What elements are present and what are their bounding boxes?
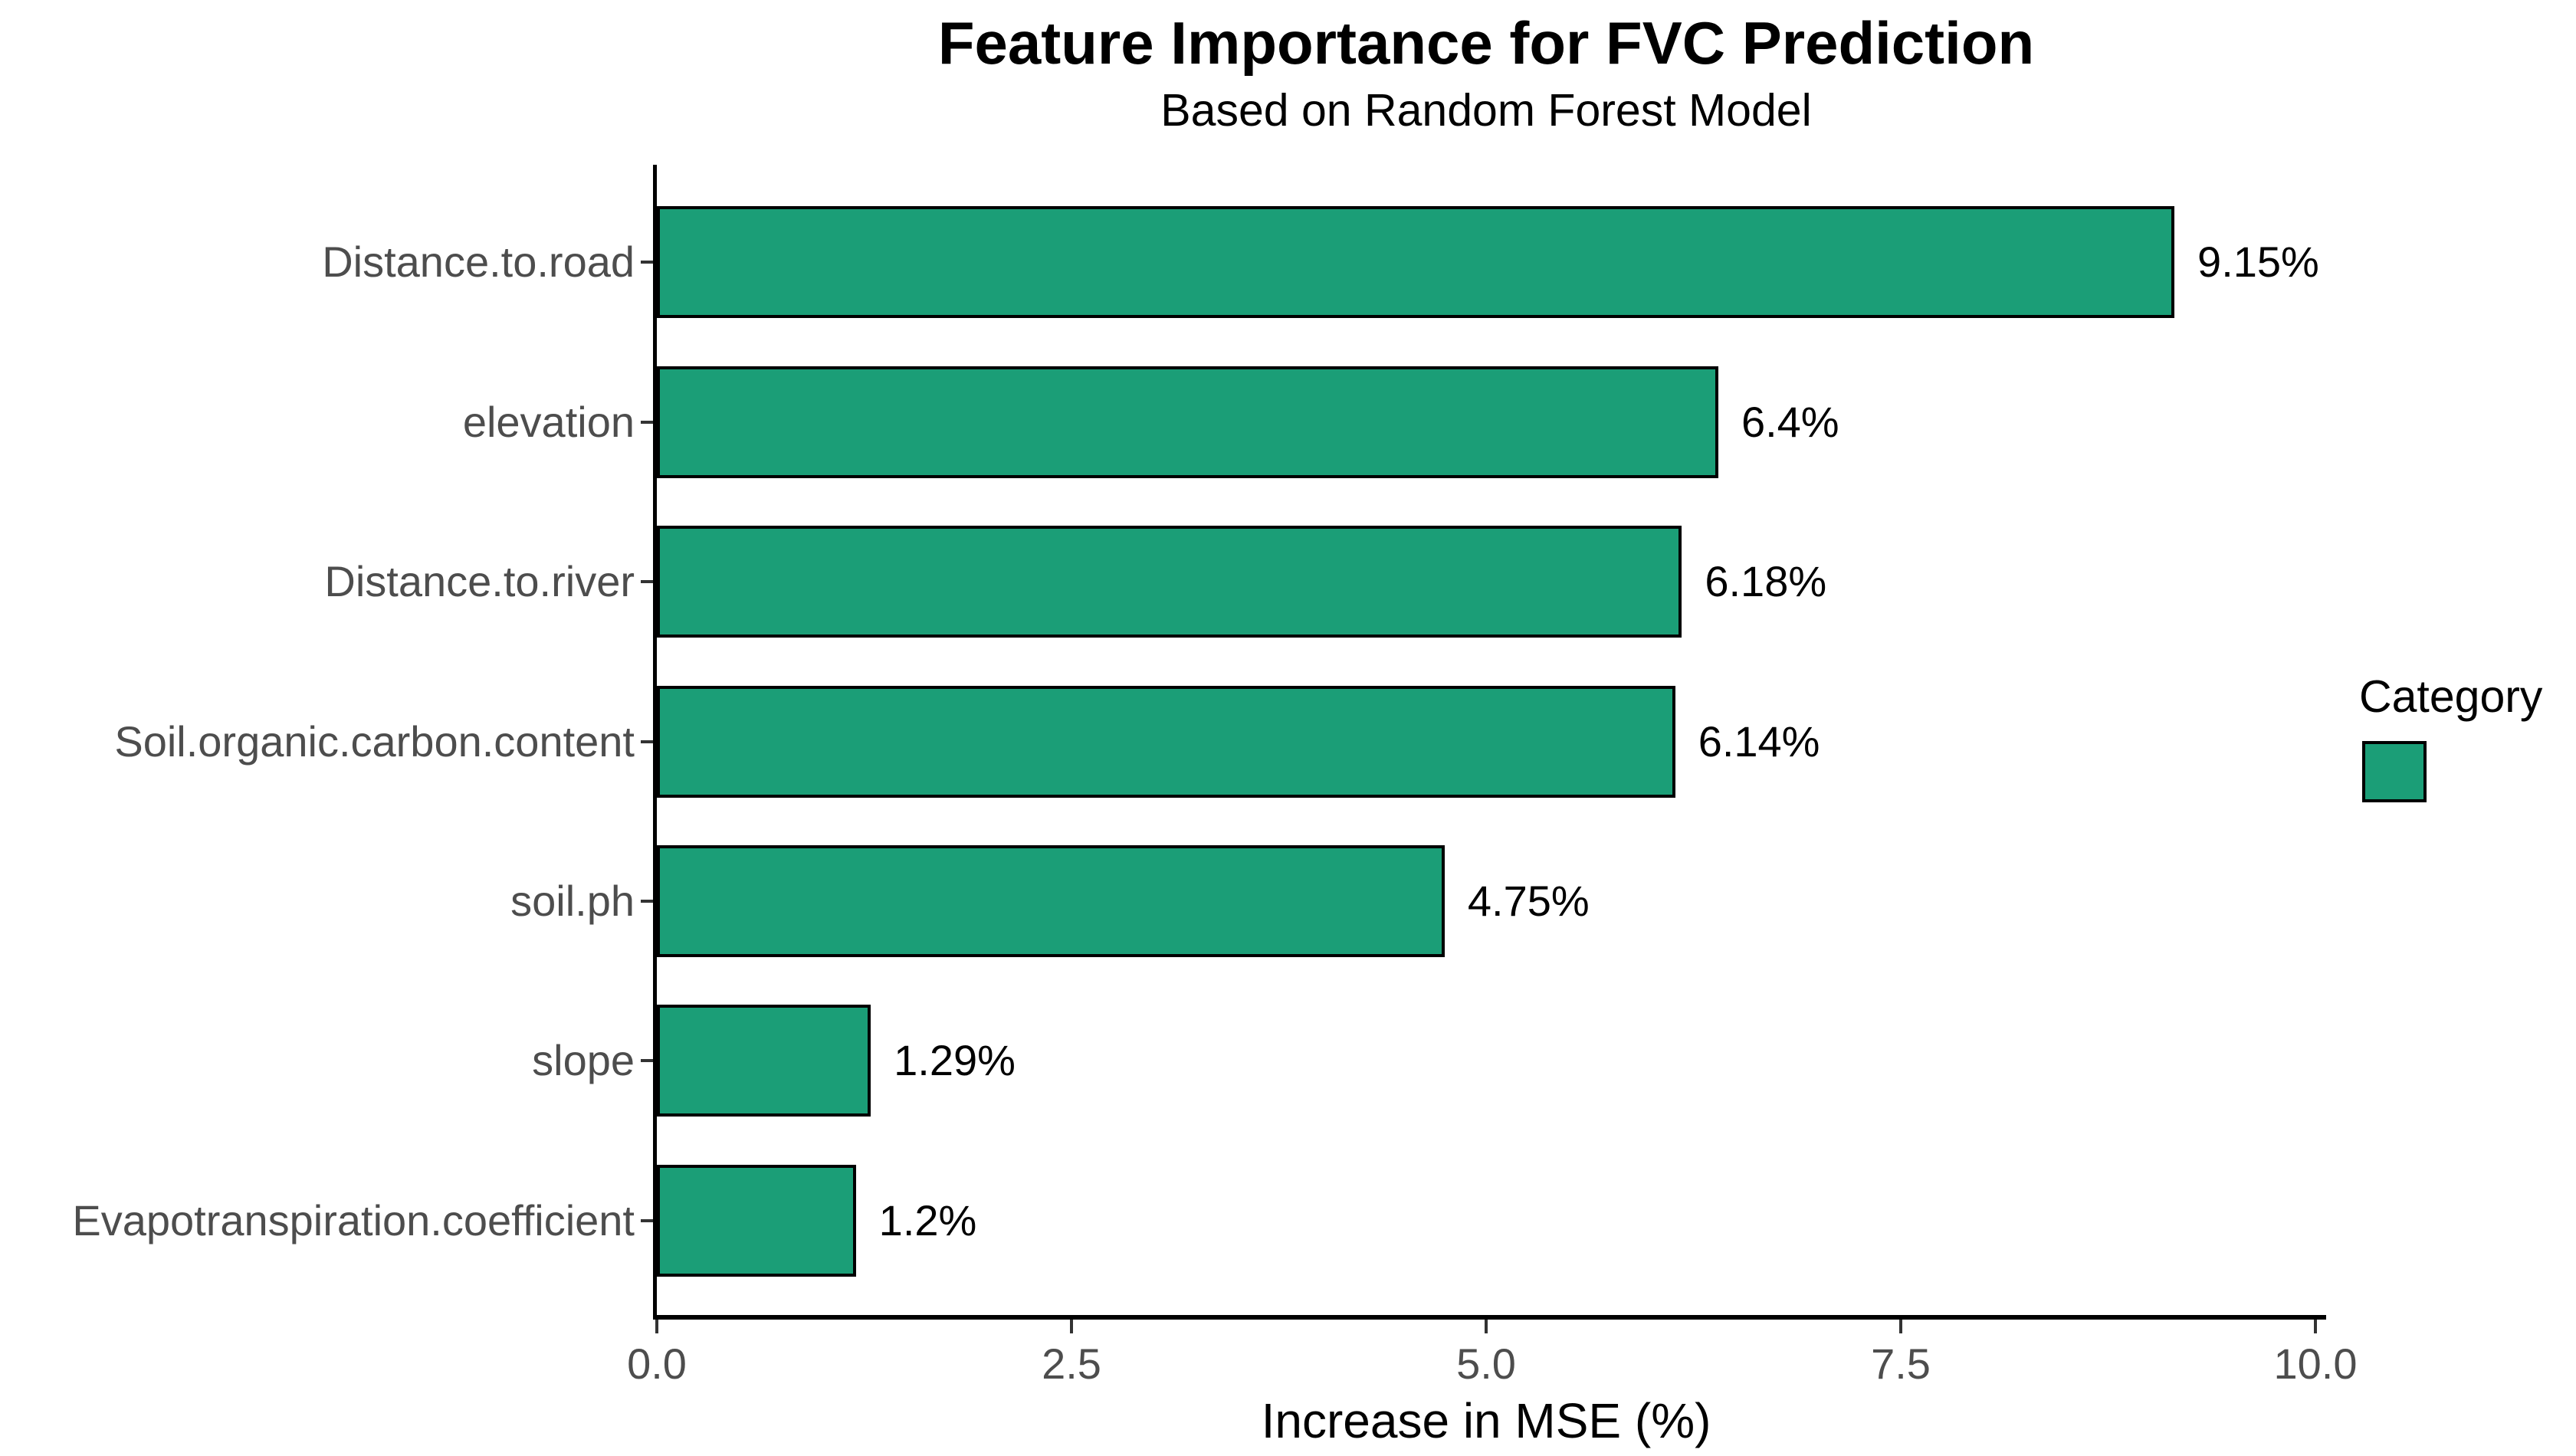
x-tick-label: 2.5	[1042, 1340, 1101, 1388]
y-tick-mark	[641, 261, 653, 264]
y-axis-label: Distance.to.road	[322, 238, 635, 287]
y-axis-label: soil.ph	[510, 876, 635, 925]
y-tick-mark	[641, 420, 653, 424]
y-tick-mark	[641, 739, 653, 743]
x-axis-line	[653, 1315, 2326, 1320]
bar-value-label: 4.75%	[1467, 876, 1590, 925]
x-tick-label: 10.0	[2273, 1340, 2358, 1388]
chart-subtitle: Based on Random Forest Model	[1160, 85, 1812, 136]
bar-row: 4.75%	[657, 844, 2315, 957]
plot-area: 9.15% 6.4% 6.18% 6.14% 4.75% 1.29% 1.2%	[657, 166, 2319, 1317]
bar-row: 1.2%	[657, 1164, 2315, 1277]
x-tick-mark	[655, 1320, 658, 1333]
x-tick-mark	[1899, 1320, 1902, 1333]
y-axis-label: slope	[532, 1036, 635, 1085]
x-tick-mark	[1485, 1320, 1488, 1333]
x-tick-label: 0.0	[627, 1340, 687, 1388]
bar-value-label: 1.2%	[878, 1195, 977, 1244]
bar	[657, 1005, 871, 1117]
y-tick-mark	[641, 580, 653, 584]
bar-value-label: 6.18%	[1705, 557, 1827, 606]
y-axis-ticks	[641, 166, 653, 1317]
y-axis-label: elevation	[462, 397, 635, 446]
y-tick-mark	[641, 1059, 653, 1063]
y-axis-label: Evapotranspiration.coefficient	[72, 1195, 635, 1244]
y-axis-label: Soil.organic.carbon.content	[114, 717, 635, 766]
legend-swatch	[2362, 741, 2427, 802]
y-tick-mark	[641, 1218, 653, 1222]
legend-title: Category	[2359, 671, 2543, 722]
bar-row: 6.14%	[657, 685, 2315, 798]
bar-value-label: 9.15%	[2197, 238, 2319, 287]
x-axis-title: Increase in MSE (%)	[1261, 1393, 1711, 1448]
bar	[657, 206, 2175, 319]
bar-value-label: 6.4%	[1741, 397, 1839, 446]
bar	[657, 844, 1445, 957]
bar-row: 6.18%	[657, 526, 2315, 638]
chart-title: Feature Importance for FVC Prediction	[937, 9, 2035, 77]
y-axis-line	[653, 165, 657, 1320]
legend: Category	[2359, 674, 2576, 802]
x-axis-ticks: 0.0 2.5 5.0 7.5 10.0	[627, 1320, 2358, 1412]
bar-row: 1.29%	[657, 1005, 2315, 1117]
bar-value-label: 6.14%	[1698, 717, 1820, 766]
bar	[657, 685, 1675, 798]
x-tick-label: 5.0	[1456, 1340, 1516, 1388]
x-tick-label: 7.5	[1871, 1340, 1931, 1388]
bar-row: 9.15%	[657, 206, 2319, 319]
bar	[657, 1164, 856, 1277]
y-axis-label: Distance.to.river	[324, 557, 635, 606]
bar	[657, 526, 1682, 638]
y-axis-labels: Distance.to.road elevation Distance.to.riv…	[0, 166, 635, 1317]
x-tick-mark	[2314, 1320, 2317, 1333]
bar-row: 6.4%	[657, 366, 2315, 478]
bar-value-label: 1.29%	[894, 1036, 1016, 1085]
bar	[657, 366, 1718, 478]
y-tick-mark	[641, 899, 653, 903]
x-tick-mark	[1070, 1320, 1073, 1333]
